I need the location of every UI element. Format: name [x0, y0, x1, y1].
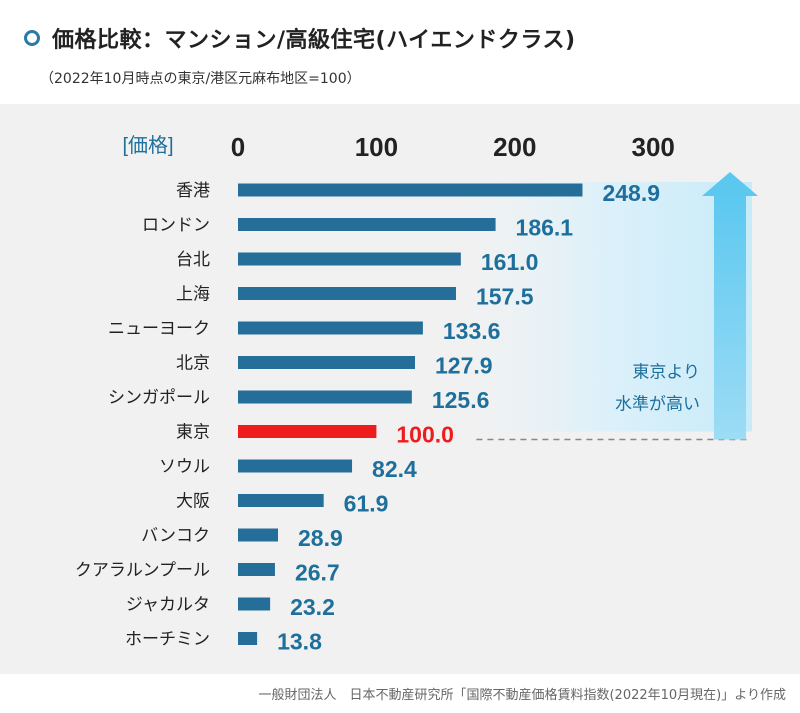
- category-label: ロンドン: [142, 216, 210, 235]
- category-label: 香港: [176, 181, 210, 200]
- value-label: 248.9: [602, 180, 660, 206]
- tick-label: 0: [231, 132, 245, 162]
- value-label: 23.2: [290, 594, 335, 620]
- category-label: 上海: [176, 285, 210, 304]
- value-label: 61.9: [344, 491, 389, 517]
- category-label: クアラルンプール: [75, 561, 210, 580]
- annotation-text: 水準が高い: [615, 395, 700, 414]
- bar: [238, 390, 412, 404]
- value-label: 28.9: [298, 525, 343, 551]
- chart-title: 価格比較：マンション/高級住宅(ハイエンドクラス): [52, 28, 576, 53]
- bar: [238, 321, 423, 335]
- higher-zone-band: [470, 182, 752, 432]
- up-arrow-icon: [702, 172, 758, 196]
- value-label: 13.8: [277, 629, 322, 655]
- value-label: 26.7: [295, 560, 340, 586]
- bar: [238, 494, 324, 507]
- category-label: シンガポール: [108, 388, 210, 407]
- bar: [238, 183, 583, 197]
- bar: [238, 563, 275, 576]
- value-label: 186.1: [516, 215, 574, 241]
- category-label: 大阪: [176, 492, 210, 511]
- category-label: ジャカルタ: [126, 595, 210, 614]
- title-row: 価格比較：マンション/高級住宅(ハイエンドクラス): [24, 22, 576, 54]
- category-label: バンコク: [141, 526, 210, 545]
- circle-bullet-icon: [24, 30, 40, 46]
- value-label: 161.0: [481, 249, 539, 275]
- bar: [238, 252, 461, 266]
- tick-label: 300: [632, 132, 675, 162]
- tick-label: 100: [355, 132, 398, 162]
- category-label: 台北: [176, 250, 210, 269]
- category-label: ニューヨーク: [108, 319, 210, 338]
- axis-label: [価格]: [122, 134, 173, 157]
- arrow-shaft: [714, 194, 746, 440]
- value-label: 157.5: [476, 284, 534, 310]
- bar: [238, 632, 258, 645]
- annotation-text: 東京より: [632, 363, 700, 382]
- bar: [238, 528, 278, 542]
- value-label: 82.4: [372, 456, 417, 482]
- bar: [238, 459, 353, 473]
- value-label: 133.6: [443, 318, 501, 344]
- bar: [238, 597, 271, 611]
- value-label: 125.6: [432, 387, 490, 413]
- category-label: 東京: [176, 423, 210, 442]
- chart-subtitle: （2022年10月時点の東京/港区元麻布地区=100）: [40, 71, 361, 87]
- bar: [238, 218, 496, 231]
- tick-label: 200: [493, 132, 536, 162]
- category-label: 北京: [176, 354, 210, 373]
- bar: [238, 287, 456, 300]
- bar: [238, 425, 377, 438]
- category-label: ホーチミン: [125, 630, 210, 649]
- bar: [238, 356, 416, 369]
- source-note: 一般財団法人 日本不動産研究所「国際不動産価格賃料指数(2022年10月現在)」…: [258, 688, 786, 703]
- value-label: 127.9: [435, 353, 493, 379]
- category-label: ソウル: [159, 457, 210, 476]
- value-label: 100.0: [396, 422, 454, 448]
